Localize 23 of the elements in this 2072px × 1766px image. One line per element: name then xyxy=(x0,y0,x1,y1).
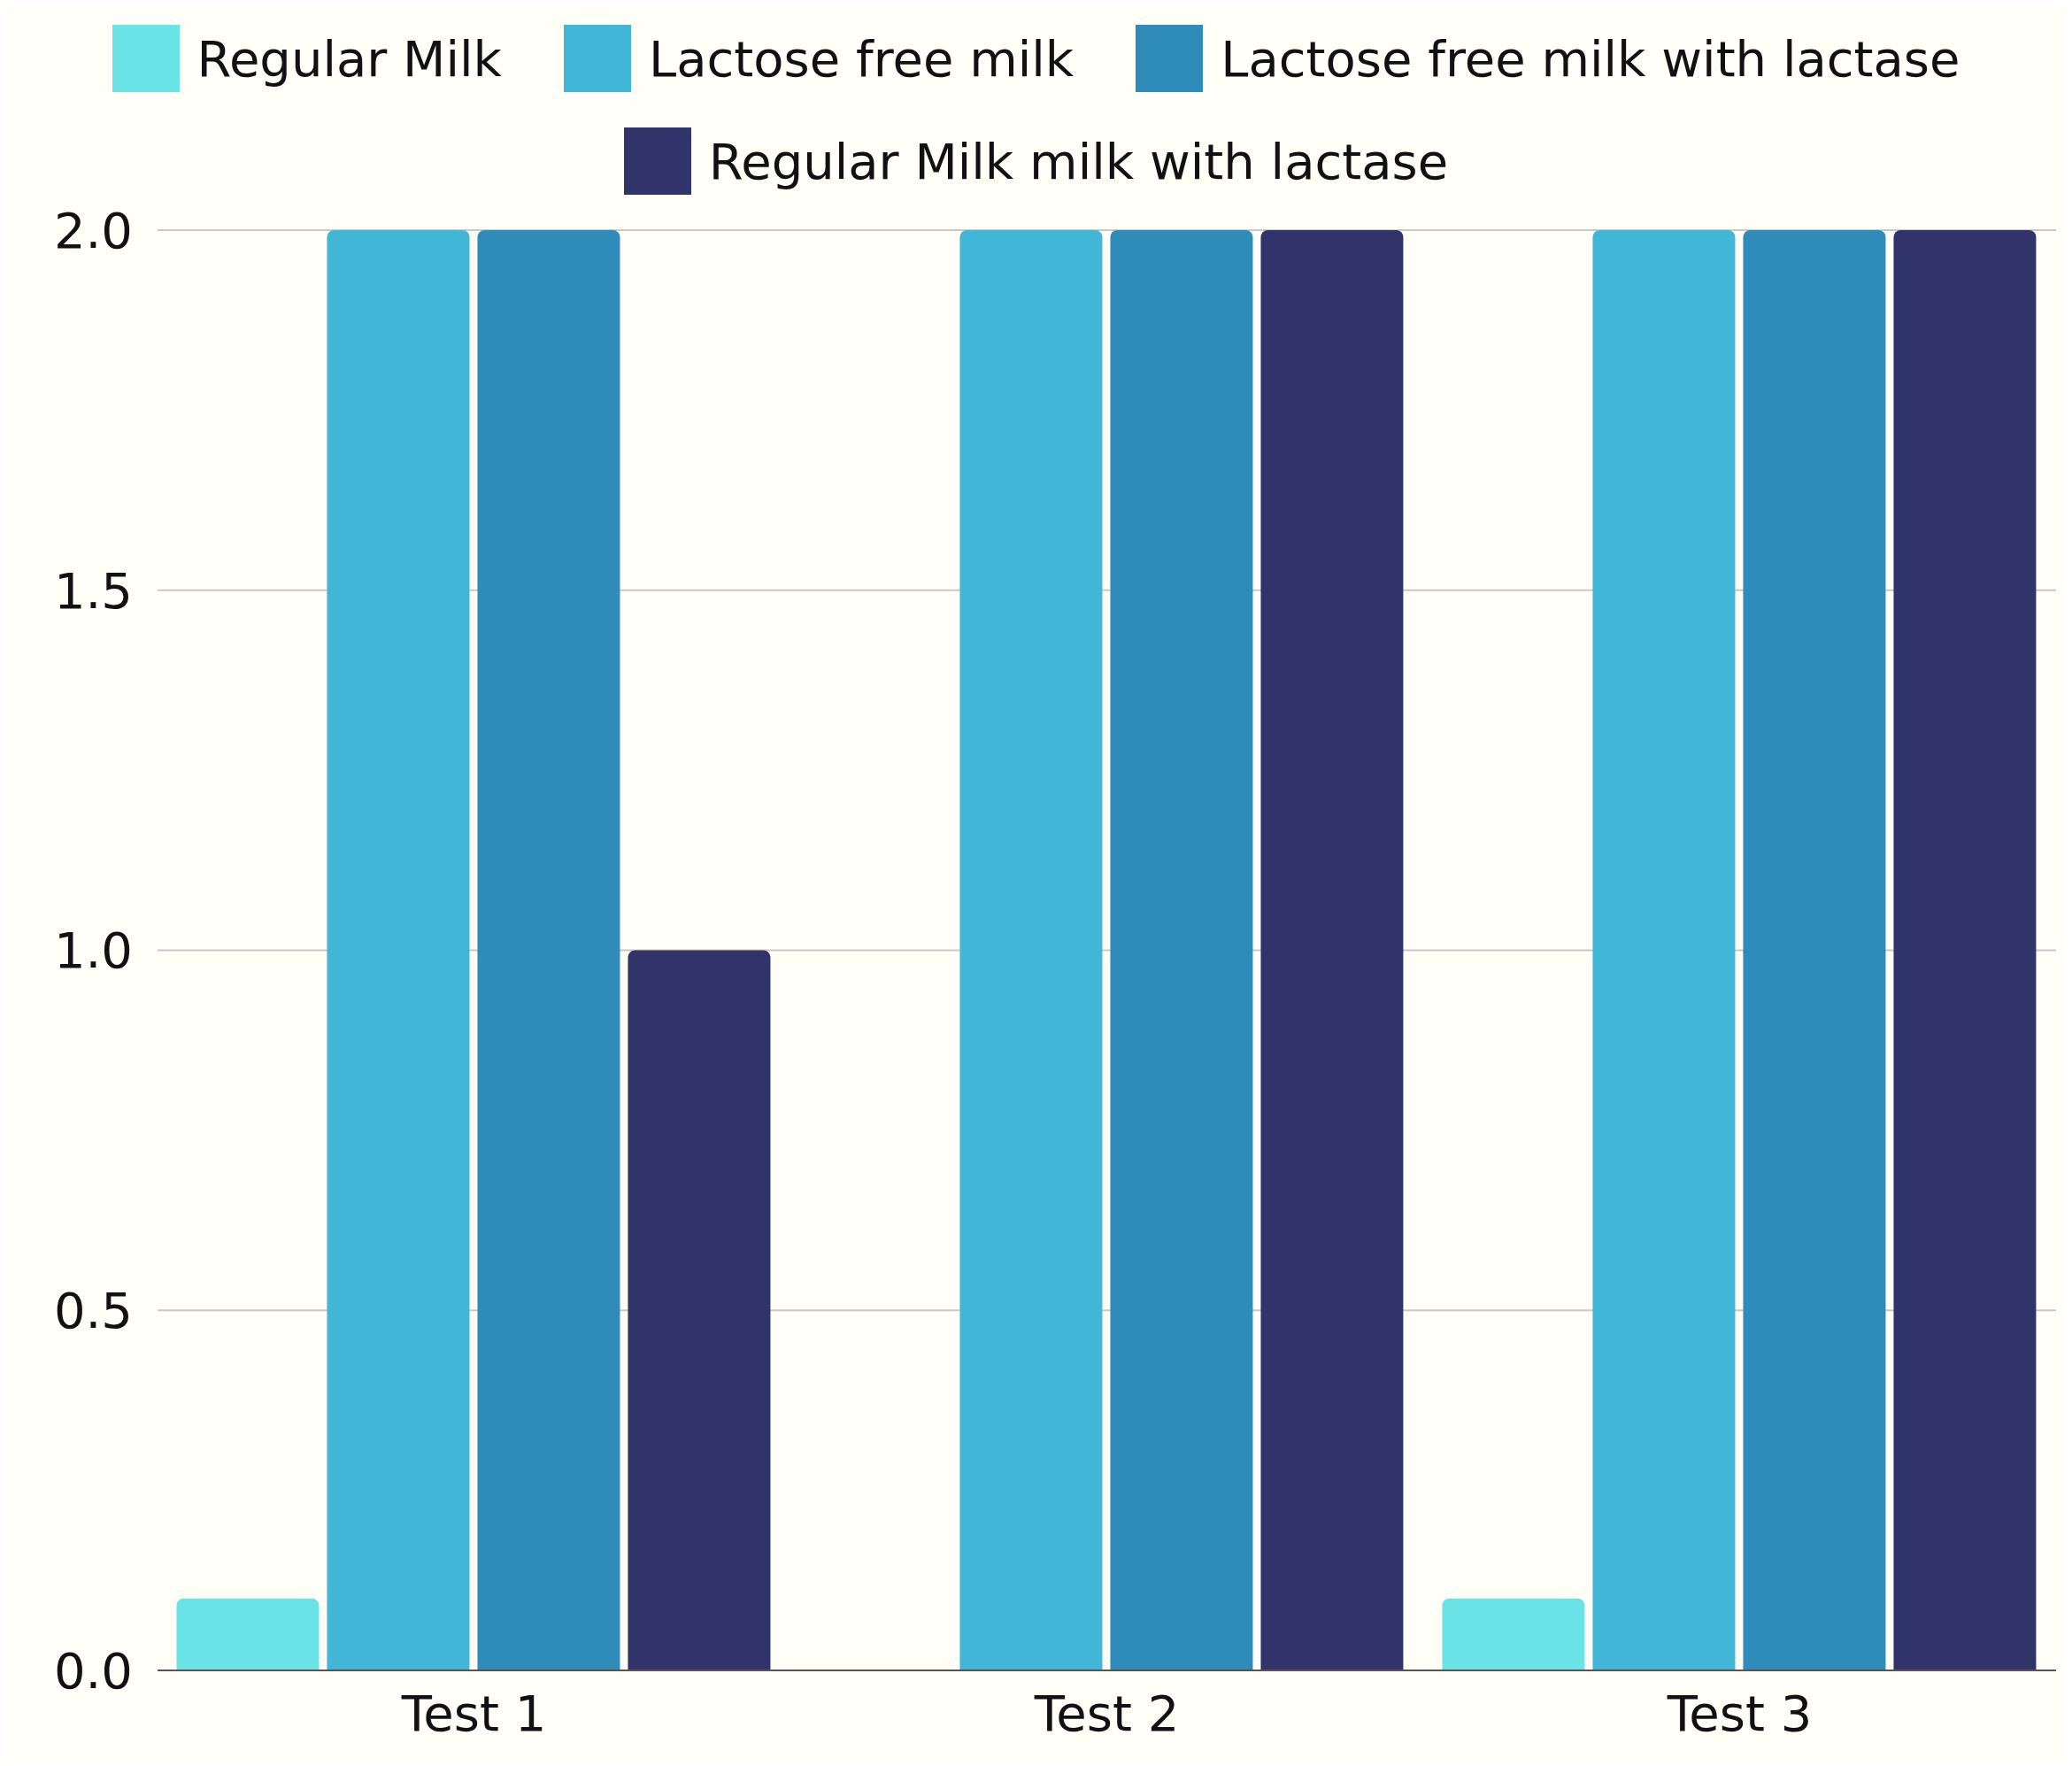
bar xyxy=(1893,230,2037,1670)
bar xyxy=(176,1598,320,1670)
y-tick-label: 2.0 xyxy=(53,201,133,259)
x-tick-label: Test 2 xyxy=(1033,1684,1180,1742)
legend-label: Regular Milk milk with lactase xyxy=(708,132,1449,190)
x-tick-label: Test 3 xyxy=(1666,1684,1813,1742)
x-tick-label: Test 1 xyxy=(400,1684,547,1742)
legend-label: Lactose free milk with lactase xyxy=(1221,29,1960,88)
bar xyxy=(1260,230,1404,1670)
y-tick-label: 1.0 xyxy=(53,922,133,980)
bar xyxy=(1442,1598,1585,1670)
bar xyxy=(1592,230,1736,1670)
bar xyxy=(327,230,470,1670)
y-tick-label: 0.5 xyxy=(53,1282,133,1340)
bar xyxy=(1110,230,1253,1670)
legend-label: Lactose free milk xyxy=(648,29,1075,88)
bar xyxy=(477,230,620,1670)
bar xyxy=(1743,230,1886,1670)
legend-label: Regular Milk xyxy=(196,29,502,88)
bar xyxy=(959,230,1103,1670)
bar xyxy=(628,950,771,1670)
y-tick-label: 0.0 xyxy=(53,1641,133,1700)
y-tick-label: 1.5 xyxy=(53,561,133,620)
